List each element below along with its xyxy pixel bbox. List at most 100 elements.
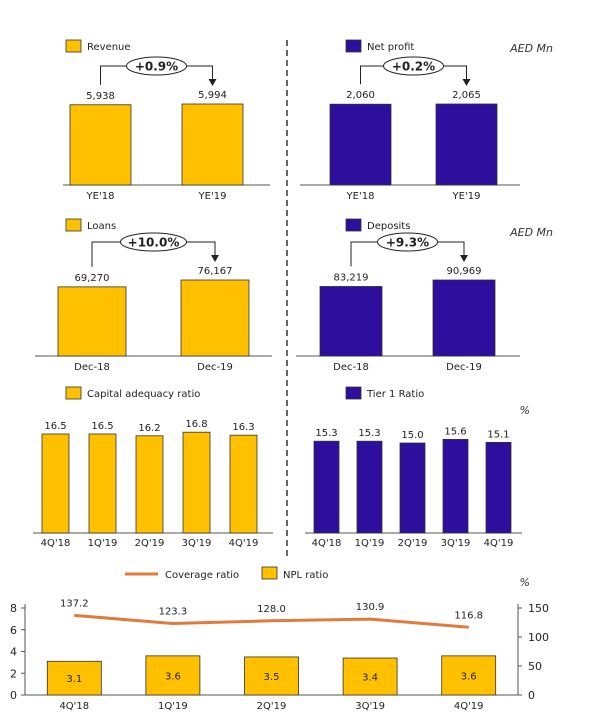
unit-label-aed-top: AED Mn [509, 42, 553, 55]
bar [69, 104, 132, 186]
npl-coverage-chart: Coverage ratio NPL ratio 0 2 4 6 8 0 50 100 150 3.1… [10, 566, 549, 712]
data-label: 76,167 [198, 266, 233, 277]
unit-label-percent-bottom: % [520, 576, 530, 589]
legend-label: Revenue [87, 42, 131, 53]
growth-arrowhead [208, 79, 217, 86]
growth-label: +0.9% [135, 60, 178, 74]
bar [356, 440, 383, 534]
loans-chart: Loans 69,270 Dec-18 76,167 Dec-19 +10.0% [35, 218, 272, 373]
bar [319, 286, 383, 357]
bar [342, 657, 398, 696]
bar [432, 279, 496, 357]
data-label: 137.2 [60, 598, 89, 609]
net-profit-chart: Net profit 2,060 YE'18 2,065 YE'19 +0.2% [300, 39, 520, 202]
x-tick-label: 3Q'19 [182, 538, 212, 549]
bar [442, 438, 469, 534]
data-label: 2,060 [346, 90, 375, 101]
x-tick-label: 4Q'18 [59, 701, 89, 712]
y-tick-label-left: 4 [10, 646, 17, 659]
legend-label: Deposits [367, 221, 410, 232]
y-tick-label-right: 0 [528, 689, 535, 702]
legend-label: Coverage ratio [165, 570, 239, 581]
deposits-chart: Deposits 83,219 Dec-18 90,969 Dec-19 +9.3% [296, 218, 520, 373]
growth-badge [120, 232, 187, 252]
bar [46, 660, 102, 696]
data-label: 3.5 [264, 672, 280, 683]
x-tick-label: 2Q'19 [257, 701, 287, 712]
bar [244, 656, 299, 696]
x-tick-label: YE'18 [346, 191, 375, 202]
x-tick-label: 3Q'19 [441, 538, 471, 549]
coverage-line [74, 613, 469, 629]
bar [313, 440, 340, 534]
y-tick-label-right: 50 [528, 660, 542, 673]
growth-label: +9.3% [386, 236, 429, 250]
data-label: 15.3 [315, 428, 337, 439]
y-tick-label-right: 150 [528, 602, 549, 615]
bar [435, 103, 498, 186]
growth-arrowhead [460, 255, 468, 262]
data-label: 3.6 [461, 671, 477, 682]
bar [145, 655, 201, 696]
data-label: 15.3 [358, 428, 380, 439]
unit-label-aed-mid: AED Mn [509, 226, 553, 239]
x-tick-label: Dec-19 [446, 362, 482, 373]
bar [41, 433, 70, 534]
data-label: 16.2 [138, 423, 160, 434]
legend-label: Tier 1 Ratio [366, 389, 424, 400]
tier1-ratio-chart: Tier 1 Ratio 15.3 4Q'18 15.3 1Q'19 15.0 2Q'19 1… [305, 386, 522, 549]
growth-label: +0.2% [392, 60, 435, 74]
data-label: 83,219 [334, 272, 369, 283]
legend-swatch [261, 566, 278, 580]
legend-label: Capital adequacy ratio [87, 389, 200, 400]
growth-arrowhead [462, 79, 471, 86]
data-label: 3.1 [66, 674, 82, 685]
x-tick-label: 4Q'19 [484, 538, 514, 549]
x-tick-label: 4Q'19 [229, 538, 259, 549]
x-tick-label: Dec-18 [74, 362, 110, 373]
data-label: 16.5 [91, 421, 113, 432]
legend-label: Net profit [367, 42, 414, 53]
data-label: 16.8 [185, 419, 207, 430]
x-tick-label: 1Q'19 [88, 538, 118, 549]
legend-swatch [65, 39, 82, 53]
data-label: 90,969 [447, 266, 482, 277]
x-tick-label: 1Q'19 [355, 538, 385, 549]
data-label: 15.6 [444, 426, 466, 437]
x-tick-label: 1Q'19 [158, 701, 188, 712]
data-label: 116.8 [454, 610, 483, 621]
data-label: 16.3 [232, 422, 254, 433]
growth-badge [126, 56, 187, 76]
y-tick-label-left: 8 [10, 602, 17, 615]
data-label: 128.0 [257, 604, 286, 615]
data-label: 2,065 [452, 90, 481, 101]
data-label: 69,270 [75, 273, 110, 284]
revenue-chart: Revenue 5,938 YE'18 5,994 YE'19 +0.9% [63, 39, 270, 202]
legend-swatch [345, 386, 362, 400]
data-label: 123.3 [159, 606, 188, 617]
bar [229, 434, 258, 534]
x-tick-label: 2Q'19 [135, 538, 165, 549]
data-label: 130.9 [356, 602, 385, 613]
legend-swatch [65, 218, 82, 232]
bar [485, 441, 512, 534]
legend-swatch [345, 218, 362, 232]
bar [181, 103, 244, 186]
y-tick-label-left: 6 [10, 624, 17, 637]
growth-label: +10.0% [128, 236, 180, 250]
x-tick-label: YE'19 [452, 191, 481, 202]
y-tick-label-left: 0 [10, 689, 17, 702]
x-tick-label: YE'18 [86, 191, 115, 202]
y-tick-label-left: 2 [10, 667, 17, 680]
legend-swatch [345, 39, 362, 53]
data-label: 3.6 [165, 671, 181, 682]
data-label: 5,938 [86, 91, 115, 102]
bar [329, 103, 392, 186]
bar [441, 655, 497, 696]
bar [180, 279, 250, 357]
unit-label-percent-ratios: % [520, 404, 530, 417]
y-tick-label-right: 100 [528, 631, 549, 644]
growth-badge [383, 56, 444, 76]
legend-label: NPL ratio [283, 570, 328, 581]
